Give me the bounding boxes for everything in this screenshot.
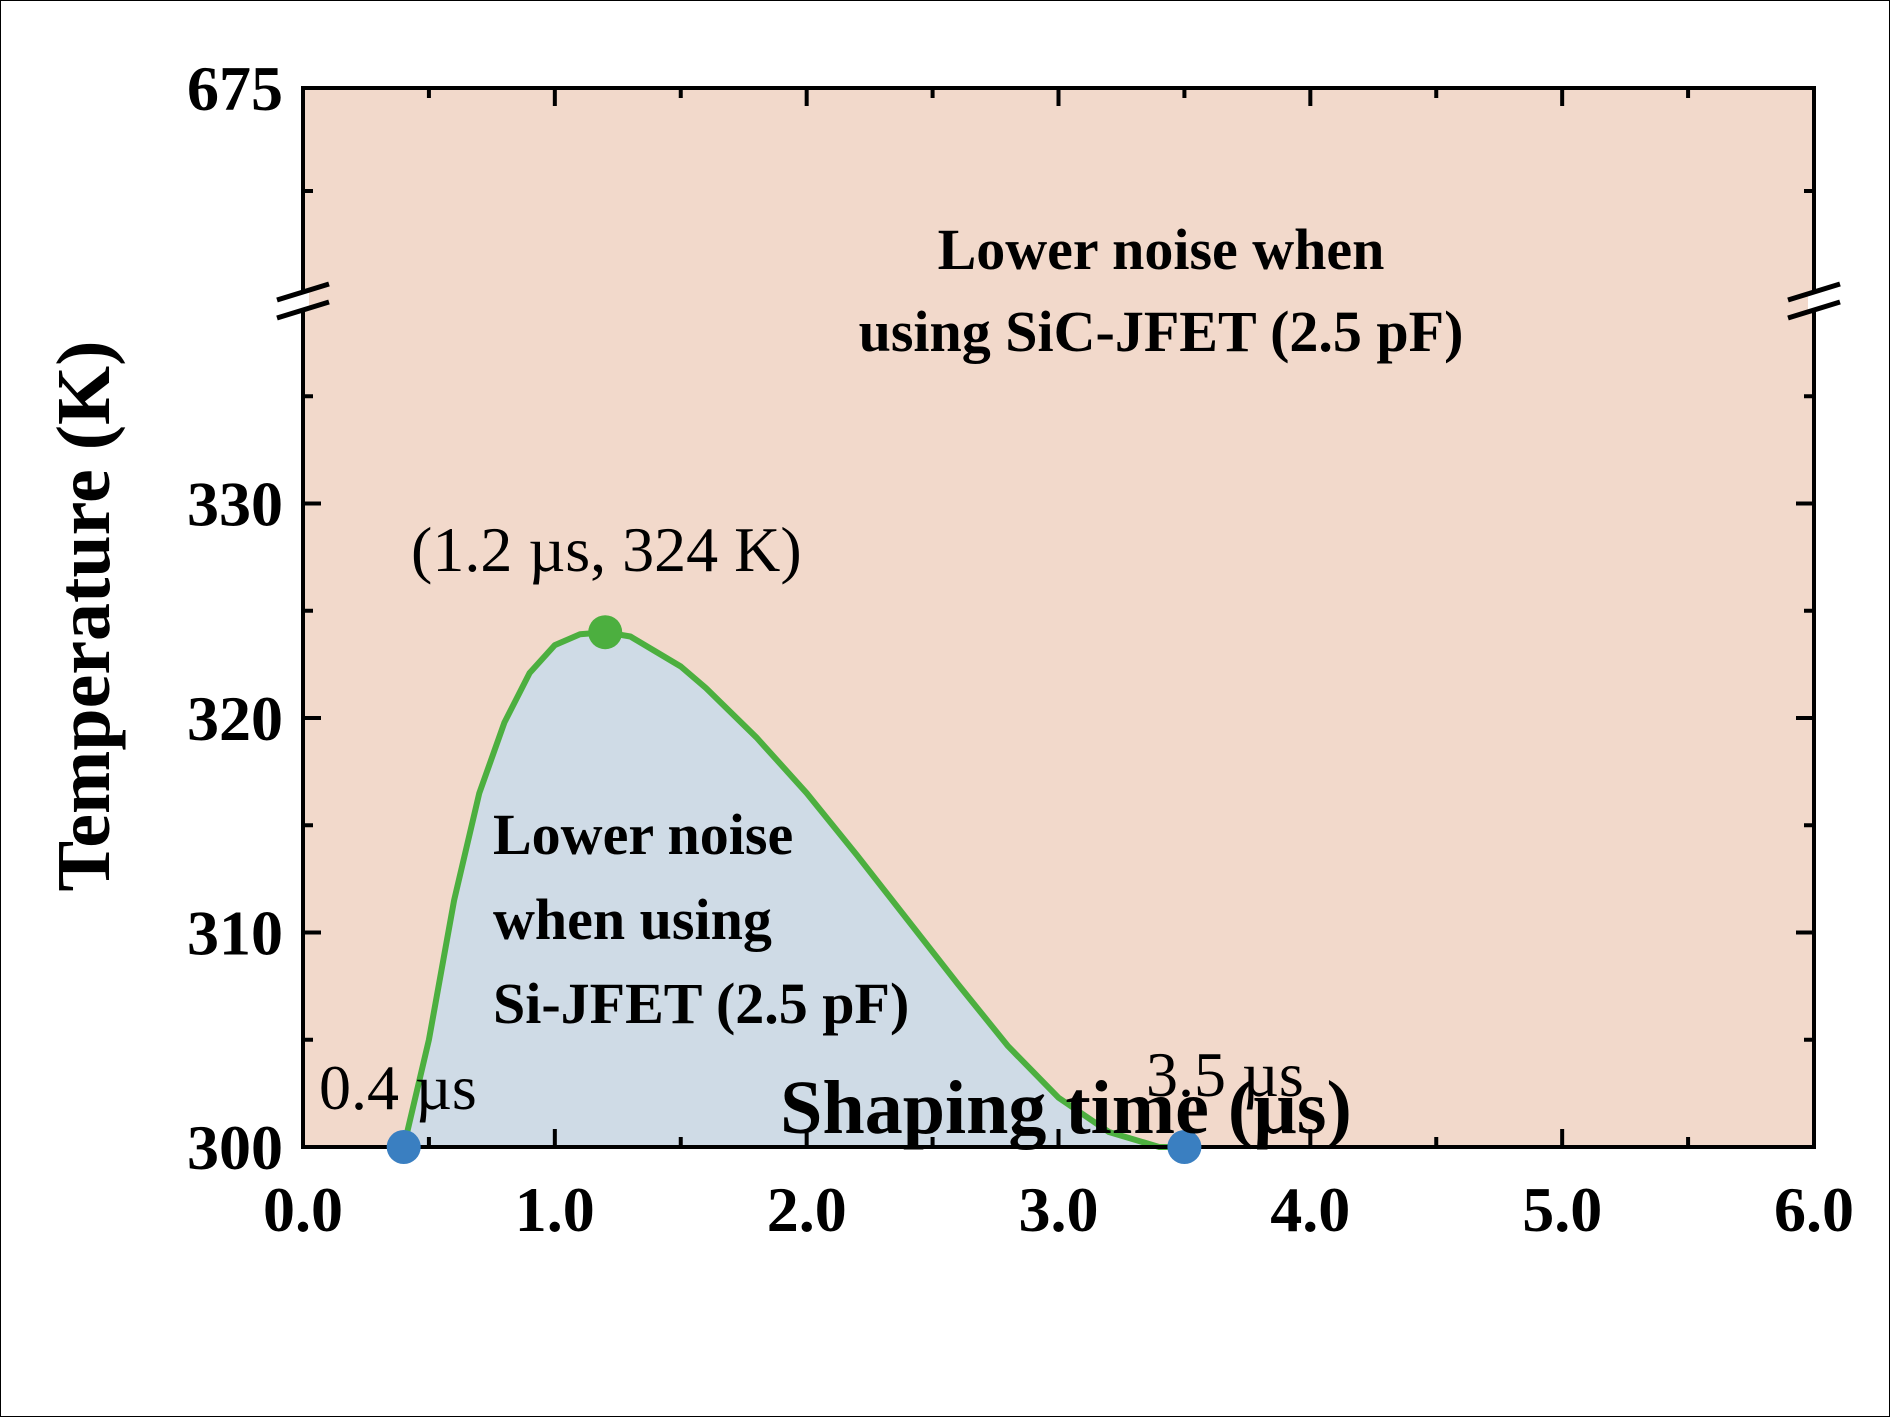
plot-frame xyxy=(301,86,1816,1149)
peak-point xyxy=(588,615,623,650)
axis-break-gap xyxy=(297,291,309,311)
y-tick-label: 675 xyxy=(187,53,283,124)
peak-point-label: (1.2 µs, 324 K) xyxy=(411,514,802,585)
y-tick-label: 320 xyxy=(187,683,283,754)
x-tick-labels: 0.0 1.0 2.0 3.0 4.0 5.0 6.0 xyxy=(263,1174,1854,1245)
x-tick-label: 4.0 xyxy=(1270,1174,1350,1245)
axis-break-slash xyxy=(276,281,330,303)
series-line xyxy=(400,629,1185,1150)
axis-break-slash xyxy=(1787,281,1841,303)
x-tick-label: 0.0 xyxy=(263,1174,343,1245)
x-tick-label: 6.0 xyxy=(1774,1174,1854,1245)
y-tick-label: 330 xyxy=(187,469,283,540)
start-point-label: 0.4 µs xyxy=(319,1052,477,1123)
data-points xyxy=(386,615,1202,1164)
axis-break-slash xyxy=(276,299,330,321)
axis-break-marks xyxy=(276,281,1841,321)
endpoint xyxy=(386,1130,421,1164)
x-tick-label: 5.0 xyxy=(1522,1174,1602,1245)
lower-region-label-line1: Lower noise xyxy=(493,802,793,867)
y-tick-label: 300 xyxy=(187,1112,283,1183)
end-point-label: 3.5 µs xyxy=(1146,1039,1304,1110)
x-tick-label: 3.0 xyxy=(1019,1174,1099,1245)
endpoint xyxy=(1167,1130,1202,1164)
x-tick-label: 1.0 xyxy=(515,1174,595,1245)
y-tick-labels: 300 310 320 330 675 xyxy=(187,53,283,1183)
x-tick-label: 2.0 xyxy=(767,1174,847,1245)
axis-break-gap xyxy=(1808,291,1820,311)
y-axis-title: Temperature (K) xyxy=(42,341,126,892)
lower-region xyxy=(403,632,1185,1147)
x-axis-title: Shaping time (µs) xyxy=(780,1066,1352,1150)
upper-region-label-line1: Lower noise when xyxy=(938,217,1385,282)
y-tick-label: 310 xyxy=(187,898,283,969)
lower-region-label-line3: Si-JFET (2.5 pF) xyxy=(493,971,909,1036)
upper-region-label-line2: using SiC-JFET (2.5 pF) xyxy=(859,299,1464,364)
axis-break-slash xyxy=(1787,299,1841,321)
lower-region-label-line2: when using xyxy=(493,887,772,952)
